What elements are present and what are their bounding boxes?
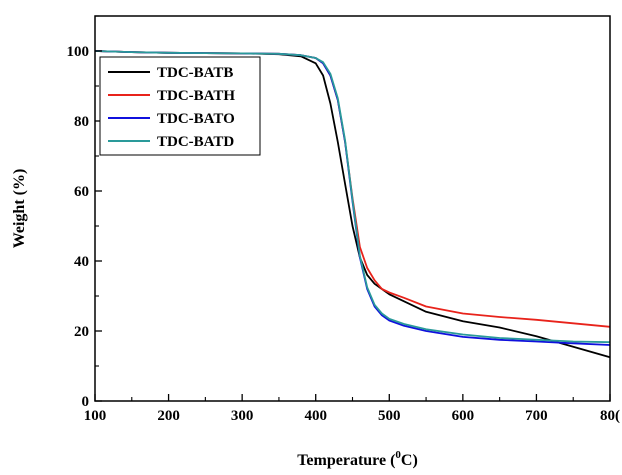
y-axis: 0 20 40 60 80 100 bbox=[67, 15, 102, 410]
x-tick-label: 600 bbox=[452, 408, 475, 424]
x-axis: 100 200 300 400 500 600 700 80( bbox=[84, 394, 620, 424]
x-tick-label: 300 bbox=[231, 408, 254, 424]
legend-label: TDC-BATB bbox=[157, 65, 233, 81]
x-tick-label: 100 bbox=[84, 408, 107, 424]
x-tick-label: 80( bbox=[600, 408, 620, 424]
plot-lines bbox=[94, 50, 611, 359]
x-tick-label: 200 bbox=[157, 408, 180, 424]
legend-label: TDC-BATO bbox=[157, 111, 235, 127]
x-tick-label: 400 bbox=[304, 408, 327, 424]
y-axis-title: Weight (%) bbox=[11, 169, 28, 249]
y-tick-label: 60 bbox=[74, 184, 89, 200]
x-axis-title: Temperature (0C) bbox=[297, 449, 418, 469]
x-axis-title-end: C) bbox=[401, 452, 418, 469]
x-tick-label: 500 bbox=[378, 408, 401, 424]
legend-label: TDC-BATD bbox=[157, 134, 234, 150]
y-tick-label: 20 bbox=[74, 324, 89, 340]
x-axis-title-main: Temperature ( bbox=[297, 452, 395, 469]
y-tick-label: 0 bbox=[82, 394, 90, 410]
series-line-tdc-batd bbox=[94, 50, 611, 344]
legend-box bbox=[99, 56, 261, 156]
legend-label: TDC-BATH bbox=[157, 88, 235, 104]
x-axis-title-superscript: 0 bbox=[395, 449, 401, 461]
legend: TDC-BATB TDC-BATH TDC-BATO TDC-BATD bbox=[99, 56, 261, 156]
y-tick-label: 100 bbox=[67, 44, 90, 60]
y-tick-label: 40 bbox=[74, 254, 89, 270]
y-tick-label: 80 bbox=[74, 114, 89, 130]
x-tick-label: 700 bbox=[525, 408, 548, 424]
